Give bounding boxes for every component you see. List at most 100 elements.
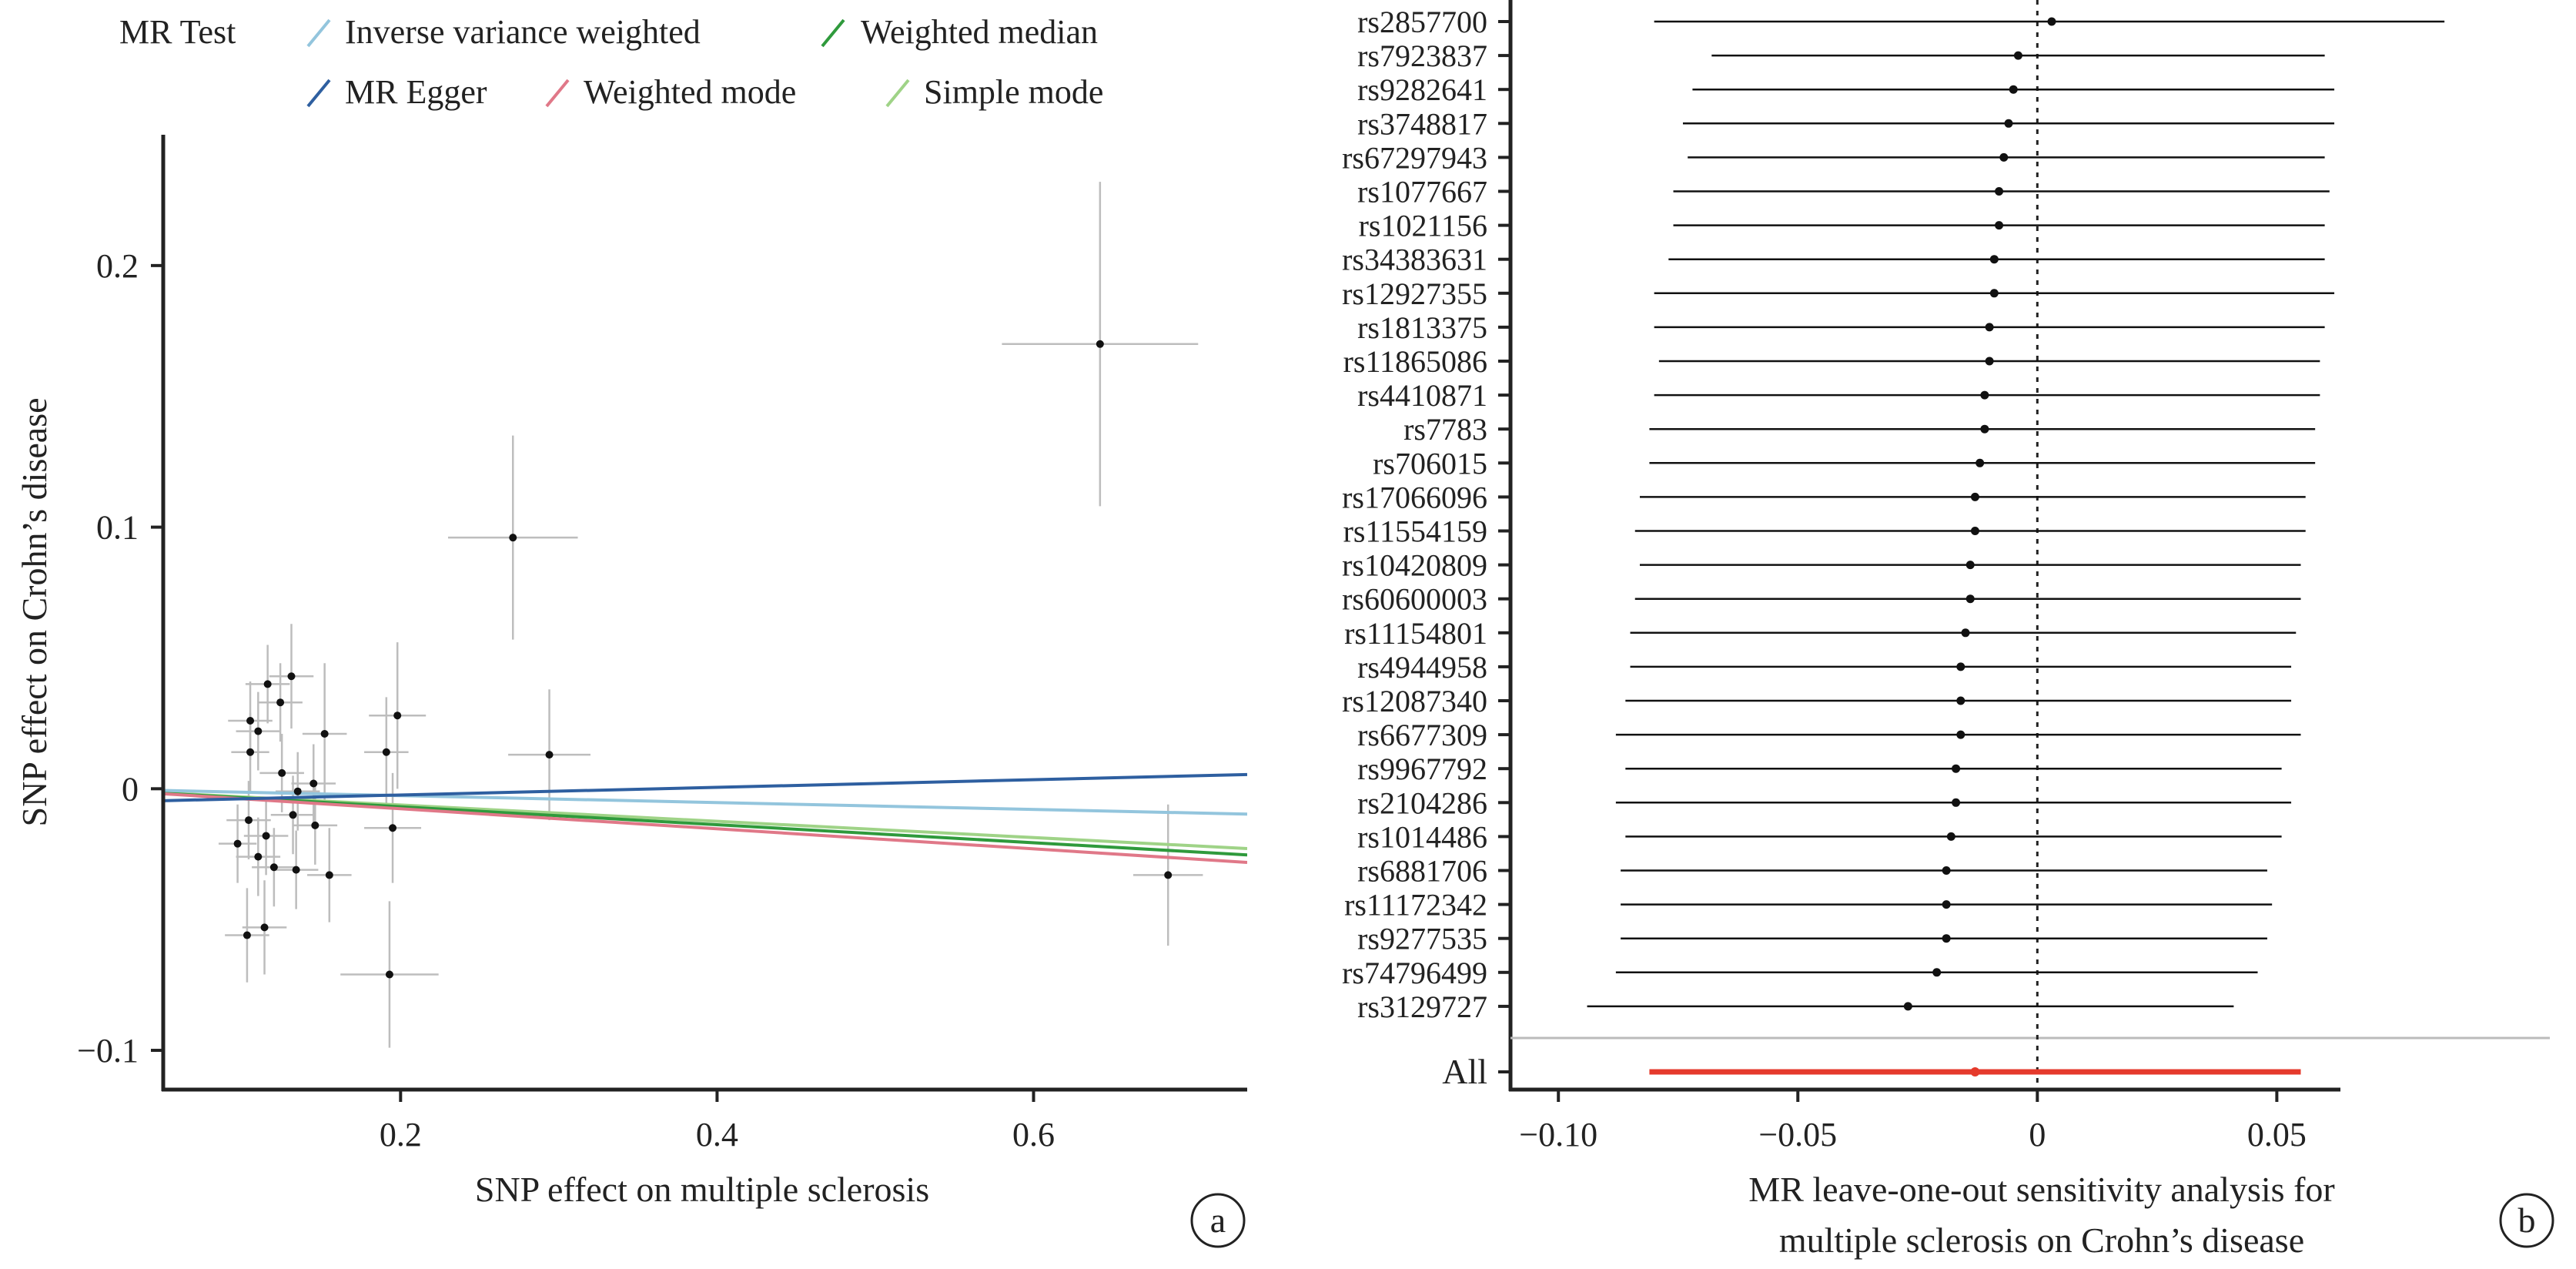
- b-snp-label-15: rs11554159: [1343, 514, 1487, 549]
- a-xtick-label-2: 0.6: [1012, 1116, 1055, 1153]
- b-est-16: [1965, 561, 1975, 570]
- a-point-18: [289, 811, 297, 819]
- a-point-14: [320, 729, 329, 738]
- b-snp-label-14: rs17066096: [1342, 480, 1487, 514]
- b-est-13: [1975, 458, 1985, 467]
- b-snp-label-18: rs11154801: [1344, 616, 1487, 651]
- b-est-20: [1956, 696, 1965, 705]
- b-snp-label-3: rs3748817: [1357, 106, 1487, 141]
- a-ytick-label-2: 0.1: [96, 509, 139, 547]
- a-point-28: [243, 931, 251, 939]
- b-est-8: [1989, 289, 1999, 298]
- b-est-25: [1942, 866, 1951, 875]
- legend-wmode-label: Weighted mode: [584, 73, 796, 111]
- legend-egger-swatch: [306, 79, 331, 108]
- b-x-axis-label-line2: multiple sclerosis on Crohn’s disease: [1779, 1220, 2304, 1260]
- a-point-6: [382, 748, 390, 756]
- a-point-24: [269, 863, 278, 872]
- b-est-21: [1956, 730, 1965, 739]
- b-xtick-label-0: −0.10: [1519, 1116, 1597, 1153]
- a-point-26: [325, 871, 333, 879]
- b-snp-label-7: rs34383631: [1342, 243, 1487, 277]
- b-est-11: [1980, 390, 1989, 400]
- panel-a-legend: MR Test Inverse variance weighted Weight…: [119, 13, 1103, 111]
- b-est-9: [1985, 323, 1994, 332]
- b-est-29: [1903, 1002, 1912, 1011]
- b-est-1: [2013, 51, 2022, 60]
- a-point-0: [1096, 340, 1104, 348]
- a-point-3: [545, 751, 554, 759]
- b-overall-est: [1970, 1067, 1980, 1076]
- b-x-axis-label-line1: MR leave-one-out sensitivity analysis fo…: [1748, 1170, 2334, 1209]
- a-line-ivw: [163, 789, 1247, 816]
- b-snp-label-24: rs1014486: [1357, 819, 1487, 854]
- b-snp-label-9: rs1813375: [1357, 310, 1487, 345]
- b-snp-label-23: rs2104286: [1357, 785, 1487, 820]
- a-ytick-label-3: 0.2: [96, 247, 139, 285]
- b-xtick-label-3: 0.05: [2247, 1116, 2307, 1153]
- b-snp-label-25: rs6881706: [1357, 854, 1487, 889]
- b-xtick-label-2: 0: [2029, 1116, 2046, 1153]
- b-snp-label-28: rs74796499: [1342, 956, 1487, 990]
- b-est-19: [1956, 662, 1965, 671]
- b-overall: All: [1442, 1052, 2301, 1091]
- b-snp-label-27: rs9277535: [1357, 922, 1487, 956]
- a-point-16: [293, 787, 302, 795]
- b-snp-label-13: rs706015: [1373, 446, 1487, 480]
- b-snp-label-22: rs9967792: [1357, 752, 1487, 786]
- b-est-24: [1946, 832, 1955, 841]
- legend-ivw-swatch: [306, 18, 331, 48]
- b-overall-label: All: [1442, 1052, 1487, 1091]
- a-point-17: [309, 779, 318, 788]
- b-est-6: [1995, 221, 2004, 230]
- b-snp-label-0: rs2857700: [1357, 5, 1487, 39]
- a-points: [233, 340, 1173, 979]
- b-snp-label-10: rs11865086: [1343, 344, 1487, 379]
- b-est-7: [1989, 255, 1999, 264]
- b-est-15: [1970, 527, 1979, 535]
- a-errorbars: [218, 182, 1203, 1048]
- b-snp-label-21: rs6677309: [1357, 718, 1487, 752]
- a-x-axis-label: SNP effect on multiple sclerosis: [475, 1170, 929, 1209]
- b-snp-label-17: rs60600003: [1342, 582, 1487, 617]
- panel-b-letter-circle: [2499, 1193, 2554, 1248]
- b-snp-label-4: rs67297943: [1342, 140, 1487, 175]
- b-snp-label-20: rs12087340: [1342, 684, 1487, 718]
- a-point-1: [1164, 871, 1173, 879]
- b-snp-label-19: rs4944958: [1357, 650, 1487, 685]
- b-snp-label-26: rs11172342: [1344, 888, 1487, 922]
- b-snp-label-8: rs12927355: [1342, 276, 1487, 311]
- legend-egger-label: MR Egger: [345, 73, 487, 111]
- b-est-5: [1995, 187, 2004, 196]
- a-xtick-label-1: 0.4: [696, 1116, 738, 1153]
- a-point-27: [260, 923, 269, 932]
- panel-b-forest: rs2857700rs7923837rs9282641rs3748817rs67…: [1342, 0, 2554, 1260]
- legend-wmedian-swatch: [821, 18, 845, 48]
- a-point-21: [233, 839, 242, 848]
- a-point-8: [246, 716, 255, 725]
- b-snp-label-12: rs7783: [1403, 412, 1487, 447]
- b-est-28: [1932, 968, 1942, 977]
- a-point-5: [393, 712, 402, 720]
- a-y-axis-label: SNP effect on Crohn’s disease: [15, 397, 54, 826]
- a-mr-lines: [163, 772, 1247, 864]
- a-point-4: [385, 970, 393, 979]
- a-point-7: [389, 824, 397, 832]
- b-rows: rs2857700rs7923837rs9282641rs3748817rs67…: [1342, 5, 2445, 1024]
- b-est-10: [1985, 357, 1994, 366]
- b-snp-label-29: rs3129727: [1357, 989, 1487, 1024]
- a-point-10: [254, 727, 263, 735]
- legend-ivw-label: Inverse variance weighted: [345, 13, 701, 51]
- a-point-2: [509, 534, 517, 542]
- b-est-12: [1980, 424, 1989, 434]
- b-snp-label-1: rs7923837: [1357, 39, 1487, 73]
- b-xtick-label-1: −0.05: [1758, 1116, 1837, 1153]
- b-snp-label-6: rs1021156: [1359, 209, 1487, 243]
- b-snp-label-2: rs9282641: [1357, 72, 1487, 107]
- b-est-2: [2009, 85, 2018, 94]
- legend-smode-swatch: [885, 79, 910, 108]
- a-point-15: [278, 768, 286, 777]
- b-est-3: [2004, 119, 2013, 128]
- b-est-27: [1942, 934, 1951, 943]
